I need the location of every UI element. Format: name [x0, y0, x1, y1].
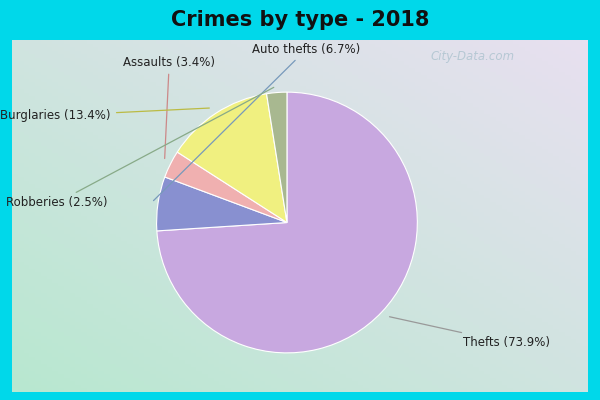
Text: Auto thefts (6.7%): Auto thefts (6.7%)	[154, 43, 361, 201]
Text: City-Data.com: City-Data.com	[431, 50, 515, 64]
Wedge shape	[157, 177, 287, 231]
Text: Burglaries (13.4%): Burglaries (13.4%)	[1, 108, 209, 122]
Text: Crimes by type - 2018: Crimes by type - 2018	[171, 10, 429, 30]
Wedge shape	[165, 152, 287, 222]
Text: Robberies (2.5%): Robberies (2.5%)	[5, 87, 274, 210]
Wedge shape	[157, 92, 418, 353]
Text: Assaults (3.4%): Assaults (3.4%)	[123, 56, 215, 158]
Wedge shape	[266, 92, 287, 222]
Wedge shape	[177, 94, 287, 222]
Text: Thefts (73.9%): Thefts (73.9%)	[389, 317, 550, 349]
